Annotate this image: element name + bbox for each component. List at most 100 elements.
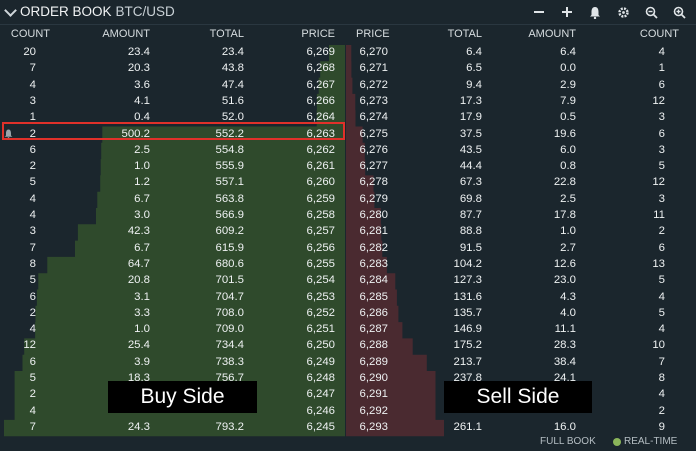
buy-amount-cell: 1.0 (134, 160, 150, 173)
buy-total-cell: 23.4 (221, 46, 244, 58)
sell-amount-cell: 2.9 (560, 78, 576, 91)
buy-depth-area (4, 45, 345, 437)
buy-count-cell: 4 (29, 78, 36, 91)
sell-price-cell: 6,274 (359, 111, 388, 124)
order-book-header: ORDER BOOK BTC/USD (0, 0, 696, 25)
sell-amount-header[interactable]: AMOUNT (528, 28, 576, 40)
sell-amount-cell: 0.0 (560, 62, 576, 75)
sell-total-cell: 67.3 (459, 176, 482, 189)
sell-count-cell: 4 (658, 323, 665, 336)
order-book-row[interactable]: 1 0.4 52.0 6,264 6,274 17.9 0.5 3 (0, 110, 696, 127)
sell-price-cell: 6,282 (359, 241, 388, 254)
order-book-row[interactable]: 3 42.3 609.2 6,257 6,281 88.8 1.0 2 (0, 224, 696, 241)
pair-text: BTC/USD (115, 4, 175, 19)
minus-icon[interactable] (532, 5, 546, 19)
order-book-row[interactable]: 6 3.9 738.3 6,249 6,289 213.7 38.4 7 (0, 355, 696, 372)
buy-price-cell: 6,268 (306, 62, 335, 75)
sell-total-cell: 131.6 (453, 290, 482, 303)
sell-price-cell: 6,275 (359, 127, 388, 140)
plus-icon[interactable] (560, 5, 574, 19)
sell-price-cell: 6,283 (359, 257, 388, 270)
order-book-row[interactable]: 6 2.5 554.8 6,262 6,276 43.5 6.0 3 (0, 143, 696, 160)
buy-total-cell: 615.9 (215, 241, 244, 254)
sell-count-cell: 13 (652, 257, 665, 270)
order-book-row[interactable]: 4 3.0 566.9 6,258 6,280 87.7 17.8 11 (0, 208, 696, 225)
order-book-row[interactable]: 4 3.6 47.4 6,267 6,272 9.4 2.9 6 (0, 78, 696, 95)
buy-price-cell: 6,261 (306, 160, 335, 173)
sell-count-cell: 6 (658, 241, 665, 254)
order-book-row[interactable]: 4 6.7 563.8 6,259 6,279 69.8 2.5 3 (0, 192, 696, 209)
sell-price-cell: 6,273 (359, 94, 388, 107)
buy-total-cell: 680.6 (215, 257, 244, 270)
order-book-row[interactable]: 20 23.4 23.4 6,269 6,270 6.4 6.4 4 (0, 45, 696, 62)
sell-total-cell: 6.5 (466, 62, 482, 75)
buy-amount-cell: 4.1 (134, 94, 150, 107)
sell-total-cell: 9.4 (466, 78, 482, 91)
buy-price-cell: 6,262 (306, 143, 335, 156)
sell-price-cell: 6,289 (359, 355, 388, 368)
sell-count-cell: 2 (658, 404, 665, 417)
sell-total-cell: 43.5 (459, 143, 482, 156)
realtime-toggle[interactable]: REAL-TIME (624, 436, 678, 447)
sell-total-cell: 91.5 (459, 241, 482, 254)
sell-amount-cell: 4.0 (560, 306, 576, 319)
buy-price-cell: 6,258 (306, 209, 335, 221)
buy-price-cell: 6,256 (306, 241, 335, 254)
sell-amount-cell: 16.0 (553, 420, 576, 433)
order-book-row[interactable]: 2 500.2 552.2 6,263 6,275 37.5 19.6 6 (0, 127, 696, 144)
buy-count-header[interactable]: COUNT (10, 28, 50, 40)
order-book-row[interactable]: 4 6,246 6,292 2 (0, 404, 696, 421)
order-book-row[interactable]: 5 1.2 557.1 6,260 6,278 67.3 22.8 12 (0, 175, 696, 192)
bell-icon[interactable] (588, 5, 602, 19)
buy-total-cell: 552.2 (215, 127, 244, 140)
buy-count-cell: 2 (29, 306, 36, 319)
sell-count-cell: 5 (658, 306, 665, 319)
sell-count-cell: 3 (658, 111, 665, 124)
buy-total-cell: 609.2 (215, 225, 244, 238)
buy-price-cell: 6,257 (306, 225, 335, 238)
order-book-row[interactable]: 5 20.8 701.5 6,254 6,284 127.3 23.0 5 (0, 273, 696, 290)
order-book-row[interactable]: 12 25.4 734.4 6,250 6,288 175.2 28.3 10 (0, 338, 696, 355)
order-book-row[interactable]: 8 64.7 680.6 6,255 6,283 104.2 12.6 13 (0, 257, 696, 274)
sell-amount-cell: 17.8 (553, 209, 576, 221)
price-alert-bell-icon[interactable] (4, 129, 13, 139)
gear-icon[interactable] (616, 5, 630, 19)
buy-total-header[interactable]: TOTAL (209, 28, 244, 40)
sell-count-cell: 6 (658, 127, 665, 140)
order-book-row[interactable]: 3 4.1 51.6 6,266 6,273 17.3 7.9 12 (0, 94, 696, 111)
sell-amount-cell: 1.0 (560, 225, 576, 238)
order-book-row[interactable]: 2 1.0 555.9 6,261 6,277 44.4 0.8 5 (0, 159, 696, 176)
buy-count-cell: 2 (29, 127, 36, 140)
buy-total-cell: 51.6 (221, 94, 244, 107)
sell-count-header[interactable]: COUNT (639, 28, 679, 40)
buy-price-cell: 6,251 (306, 323, 335, 336)
panel-title[interactable]: ORDER BOOK BTC/USD (4, 4, 175, 19)
order-book-row[interactable]: 7 20.3 43.8 6,268 6,271 6.5 0.0 1 (0, 61, 696, 78)
buy-amount-cell: 3.9 (134, 355, 150, 368)
sell-count-cell: 9 (658, 420, 665, 433)
toolbar (532, 3, 686, 21)
sell-price-header[interactable]: PRICE (356, 28, 390, 40)
buy-count-cell: 3 (29, 225, 36, 238)
buy-side-label: Buy Side (108, 381, 257, 413)
sell-amount-cell: 0.8 (560, 160, 576, 173)
order-book-row[interactable]: 7 24.3 793.2 6,245 6,293 261.1 16.0 9 (0, 420, 696, 437)
sell-amount-cell: 6.0 (560, 143, 576, 156)
zoom-in-icon[interactable] (672, 5, 686, 19)
buy-price-header[interactable]: PRICE (301, 28, 335, 40)
sell-total-header[interactable]: TOTAL (447, 28, 482, 40)
zoom-out-icon[interactable] (644, 5, 658, 19)
full-book-link[interactable]: FULL BOOK (540, 436, 596, 447)
buy-amount-cell: 23.4 (127, 46, 150, 58)
buy-amount-header[interactable]: AMOUNT (102, 28, 150, 40)
order-book-row[interactable]: 6 3.1 704.7 6,253 6,285 131.6 4.3 4 (0, 290, 696, 307)
title-text: ORDER BOOK (20, 4, 112, 19)
order-book-row[interactable]: 7 6.7 615.9 6,256 6,282 91.5 2.7 6 (0, 241, 696, 258)
order-book-row[interactable]: 2 6,247 6,291 4 (0, 387, 696, 404)
buy-total-cell: 734.4 (215, 339, 244, 352)
sell-count-cell: 1 (658, 62, 665, 75)
order-book-row[interactable]: 2 3.3 708.0 6,252 6,286 135.7 4.0 5 (0, 306, 696, 323)
order-book-row[interactable]: 4 1.0 709.0 6,251 6,287 146.9 11.1 4 (0, 322, 696, 339)
sell-price-cell: 6,292 (359, 404, 388, 417)
